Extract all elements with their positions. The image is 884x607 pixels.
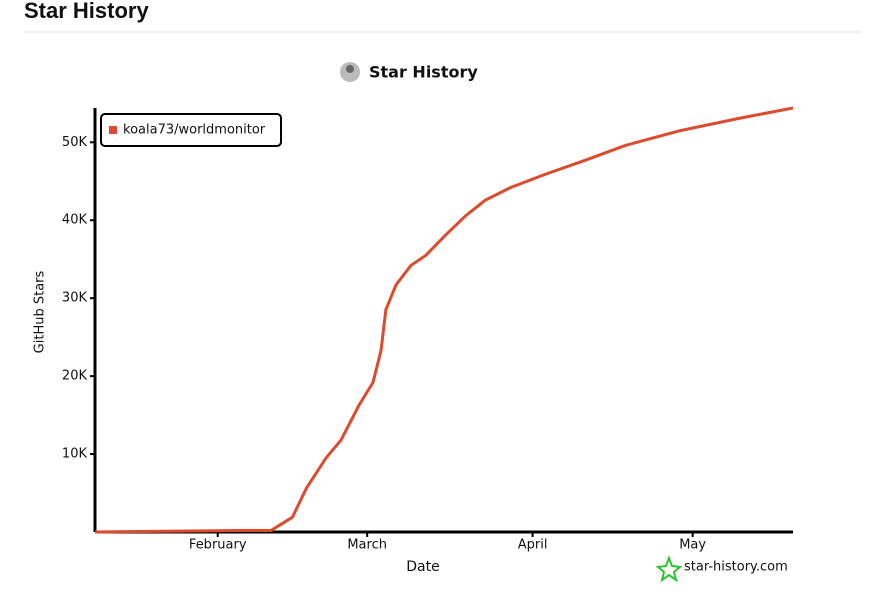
y-tick-label: 20K <box>62 369 88 384</box>
credit: star-history.com <box>684 560 788 575</box>
x-tick-label: May <box>679 538 706 553</box>
x-tick-label: April <box>518 538 548 553</box>
x-tick-label: March <box>347 538 387 553</box>
y-axis-title: GitHub Stars <box>33 270 48 353</box>
y-tick-label: 40K <box>62 213 88 228</box>
y-tick-label: 50K <box>62 135 88 150</box>
legend-label: koala73/worldmonitor <box>123 123 266 138</box>
avatar-head <box>346 65 354 73</box>
chart-title: Star History <box>369 63 478 82</box>
x-axis-title: Date <box>406 559 439 575</box>
x-tick-label: February <box>189 538 247 553</box>
series-line <box>94 106 794 534</box>
credit-icon <box>655 555 683 583</box>
y-tick-label: 10K <box>62 447 88 462</box>
page-title: Star History <box>24 0 149 23</box>
y-tick-label: 30K <box>62 291 88 306</box>
legend-box <box>100 113 282 147</box>
legend-swatch <box>109 126 117 134</box>
